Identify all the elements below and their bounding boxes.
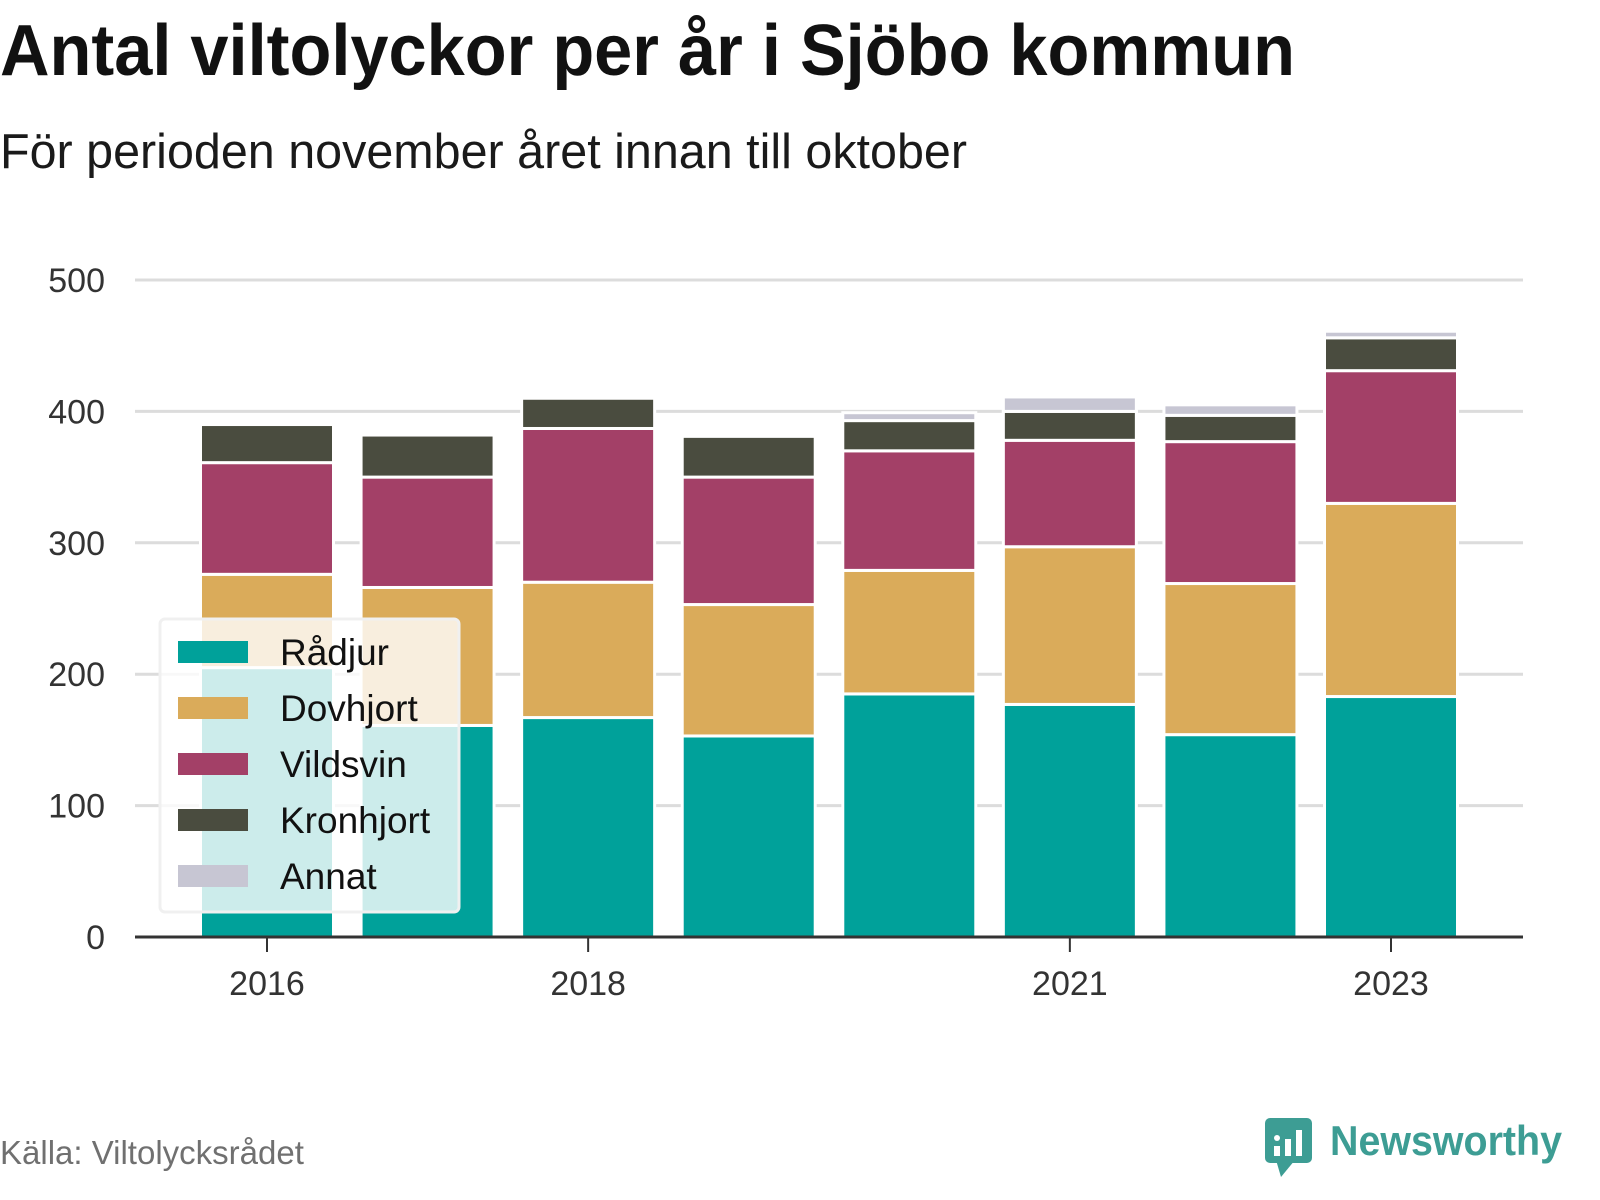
bar-stack-2023 <box>1323 329 1459 939</box>
legend-label-kronhjort: Kronhjort <box>280 800 431 841</box>
y-tick-label: 200 <box>48 656 105 694</box>
legend-swatch-radjur <box>178 641 248 663</box>
logo-bubble-tail <box>1276 1160 1295 1177</box>
logo-bar-large <box>1296 1130 1302 1156</box>
bar-2020-annat <box>841 411 978 423</box>
bar-stack-2019 <box>680 434 817 939</box>
legend-item-kronhjort: Kronhjort <box>178 800 431 841</box>
legend-swatch-vildsvin <box>178 753 248 775</box>
newsworthy-logo-icon <box>1265 1118 1312 1177</box>
bar-2023-kronhjort <box>1323 336 1459 373</box>
x-tick-label: 2018 <box>550 965 626 1003</box>
bar-2021-dovhjort <box>1001 545 1138 706</box>
bar-stack-2021 <box>1001 395 1138 939</box>
bar-2022-radjur <box>1162 733 1299 939</box>
legend-item-radjur: Rådjur <box>178 632 389 673</box>
legend-label-annat: Annat <box>280 856 377 897</box>
bar-2018-vildsvin <box>520 426 657 584</box>
newsworthy-logo: Newsworthy <box>1265 1117 1563 1177</box>
x-axis: 2016 2018 2021 2023 <box>135 935 1523 1003</box>
legend-item-dovhjort: Dovhjort <box>178 688 418 729</box>
bar-2016-vildsvin <box>199 461 335 576</box>
bar-2019-radjur <box>680 734 817 939</box>
bar-2019-vildsvin <box>680 475 817 607</box>
legend-background <box>158 617 461 914</box>
y-tick-label: 400 <box>48 393 105 431</box>
bar-2021-kronhjort <box>1001 409 1138 442</box>
bar-2021-radjur <box>1001 702 1138 939</box>
source-credit: Källa: Viltolycksrådet <box>0 1134 304 1171</box>
legend-swatch-kronhjort <box>178 809 248 831</box>
legend: Rådjur Dovhjort Vildsvin Kronhjort Annat <box>158 617 461 914</box>
bar-2023-vildsvin <box>1323 369 1459 505</box>
legend-item-annat: Annat <box>178 856 377 897</box>
bar-2022-kronhjort <box>1162 413 1299 444</box>
chart-title: Antal viltolyckor per år i Sjöbo kommun <box>0 11 1295 91</box>
bar-stack-2022 <box>1162 403 1299 939</box>
bar-2022-vildsvin <box>1162 440 1299 586</box>
chart-subtitle: För perioden november året innan till ok… <box>0 125 967 179</box>
bar-2019-kronhjort <box>680 434 817 479</box>
legend-item-vildsvin: Vildsvin <box>178 744 407 785</box>
bar-2020-kronhjort <box>841 419 978 453</box>
bar-2017-vildsvin <box>359 475 496 589</box>
y-axis-tick-labels: 0 100 200 300 400 500 <box>48 262 105 957</box>
x-tick-label: 2016 <box>229 965 305 1003</box>
bar-2020-vildsvin <box>841 449 978 572</box>
x-tick-label: 2021 <box>1032 965 1108 1003</box>
legend-label-radjur: Rådjur <box>280 632 389 673</box>
bar-2020-radjur <box>841 692 978 939</box>
bar-2020-dovhjort <box>841 568 978 696</box>
bar-2021-vildsvin <box>1001 438 1138 549</box>
bar-2023-radjur <box>1323 695 1459 939</box>
bar-stack-2018 <box>520 396 657 939</box>
logo-bar-medium <box>1285 1139 1291 1156</box>
bar-2016-kronhjort <box>199 423 335 465</box>
bar-2021-annat <box>1001 395 1138 413</box>
logo-bar-small <box>1274 1146 1280 1156</box>
bar-2018-radjur <box>520 716 657 939</box>
bar-2023-dovhjort <box>1323 501 1459 699</box>
legend-swatch-annat <box>178 865 248 887</box>
legend-label-dovhjort: Dovhjort <box>280 688 418 729</box>
x-tick-label: 2023 <box>1353 965 1429 1003</box>
logo-dot <box>1274 1135 1280 1141</box>
y-tick-label: 300 <box>48 525 105 563</box>
bar-2018-kronhjort <box>520 396 657 430</box>
bar-2017-kronhjort <box>359 433 496 479</box>
bar-2022-annat <box>1162 403 1299 417</box>
legend-swatch-dovhjort <box>178 697 248 719</box>
logo-wordmark: Newsworthy <box>1330 1117 1563 1164</box>
y-tick-label: 100 <box>48 788 105 826</box>
bar-2022-dovhjort <box>1162 582 1299 737</box>
bar-2019-dovhjort <box>680 603 817 738</box>
bar-2023-annat <box>1323 329 1459 340</box>
bar-stack-2020 <box>841 411 978 939</box>
y-tick-label: 500 <box>48 262 105 300</box>
bar-2018-dovhjort <box>520 580 657 720</box>
y-tick-label: 0 <box>86 919 105 957</box>
legend-label-vildsvin: Vildsvin <box>280 744 407 785</box>
